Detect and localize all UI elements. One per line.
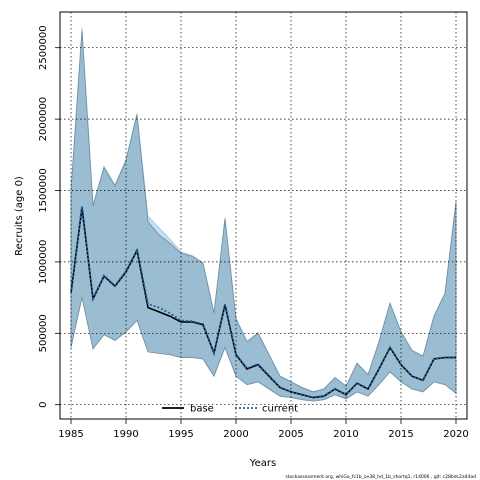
legend-label-base: base [190,404,214,415]
x-tick-label: 1995 [168,429,193,440]
series-line-current [70,206,456,399]
footnote: stockassessment.org, whiGa_fc1b_ov38_hd_… [285,474,476,480]
plot-frame [59,11,468,420]
confidence-bands [70,27,457,402]
y-tick-label: 500000 [38,314,49,352]
y-tick-label: 1000000 [38,240,49,285]
x-axis-ticks: 1985 1990 1995 2000 2005 2010 2015 2020 [58,419,469,440]
x-tick-label: 1985 [58,429,83,440]
x-axis-title: Years [249,458,276,469]
series-lines [70,206,456,399]
y-tick-label: 2500000 [38,25,49,70]
x-tick-label: 2015 [388,429,413,440]
y-tick-label: 0 [38,402,49,408]
y-tick-label: 2000000 [38,97,49,142]
x-tick-label: 2000 [223,429,248,440]
x-tick-label: 2010 [333,429,358,440]
x-tick-label: 1990 [113,429,138,440]
y-axis-ticks: 0 500000 1000000 1500000 2000000 2500000 [38,25,60,408]
confidence-band-base [70,30,457,402]
legend: base current [162,404,298,415]
x-tick-label: 2020 [443,429,468,440]
x-tick-label: 2005 [278,429,303,440]
y-axis-title: Recruits (age 0) [14,176,25,256]
legend-label-current: current [262,404,298,415]
y-tick-label: 1500000 [38,168,49,213]
